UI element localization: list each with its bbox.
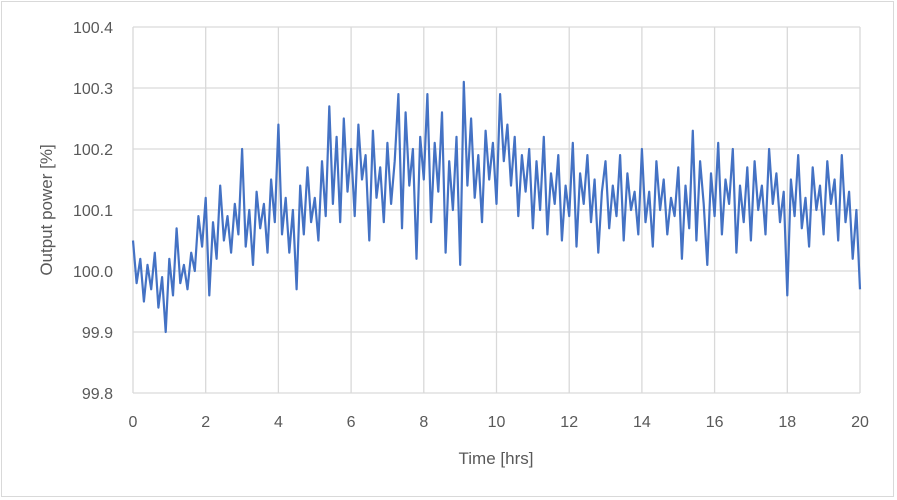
x-tick-label: 2	[201, 414, 210, 431]
y-tick-label: 100.2	[73, 142, 113, 159]
series-line	[131, 80, 862, 334]
y-tick-label: 100.1	[73, 203, 113, 220]
x-tick-label: 0	[129, 414, 138, 431]
x-tick-label: 6	[347, 414, 356, 431]
x-tick-label: 16	[706, 414, 724, 431]
x-axis-title: Time [hrs]	[459, 449, 534, 468]
x-tick-label: 10	[488, 414, 506, 431]
x-tick-label: 8	[419, 414, 428, 431]
y-tick-label: 100.3	[73, 81, 113, 98]
y-tick-label: 100.4	[73, 20, 113, 37]
y-tick-label: 99.8	[82, 386, 113, 403]
y-tick-label: 100.0	[73, 264, 113, 281]
x-tick-label: 4	[274, 414, 283, 431]
x-tick-labels: 0 2 4 6 8 10 12 14 16 18 20	[129, 414, 869, 431]
series	[131, 80, 862, 334]
gridlines	[132, 26, 861, 394]
y-tick-labels: 99.8 99.9 100.0 100.1 100.2 100.3 100.4	[73, 20, 113, 403]
y-axis-title: Output power [%]	[37, 144, 56, 275]
x-tick-label: 18	[778, 414, 796, 431]
x-tick-label: 12	[560, 414, 578, 431]
x-tick-label: 20	[851, 414, 869, 431]
x-tick-label: 14	[633, 414, 651, 431]
y-tick-label: 99.9	[82, 325, 113, 342]
